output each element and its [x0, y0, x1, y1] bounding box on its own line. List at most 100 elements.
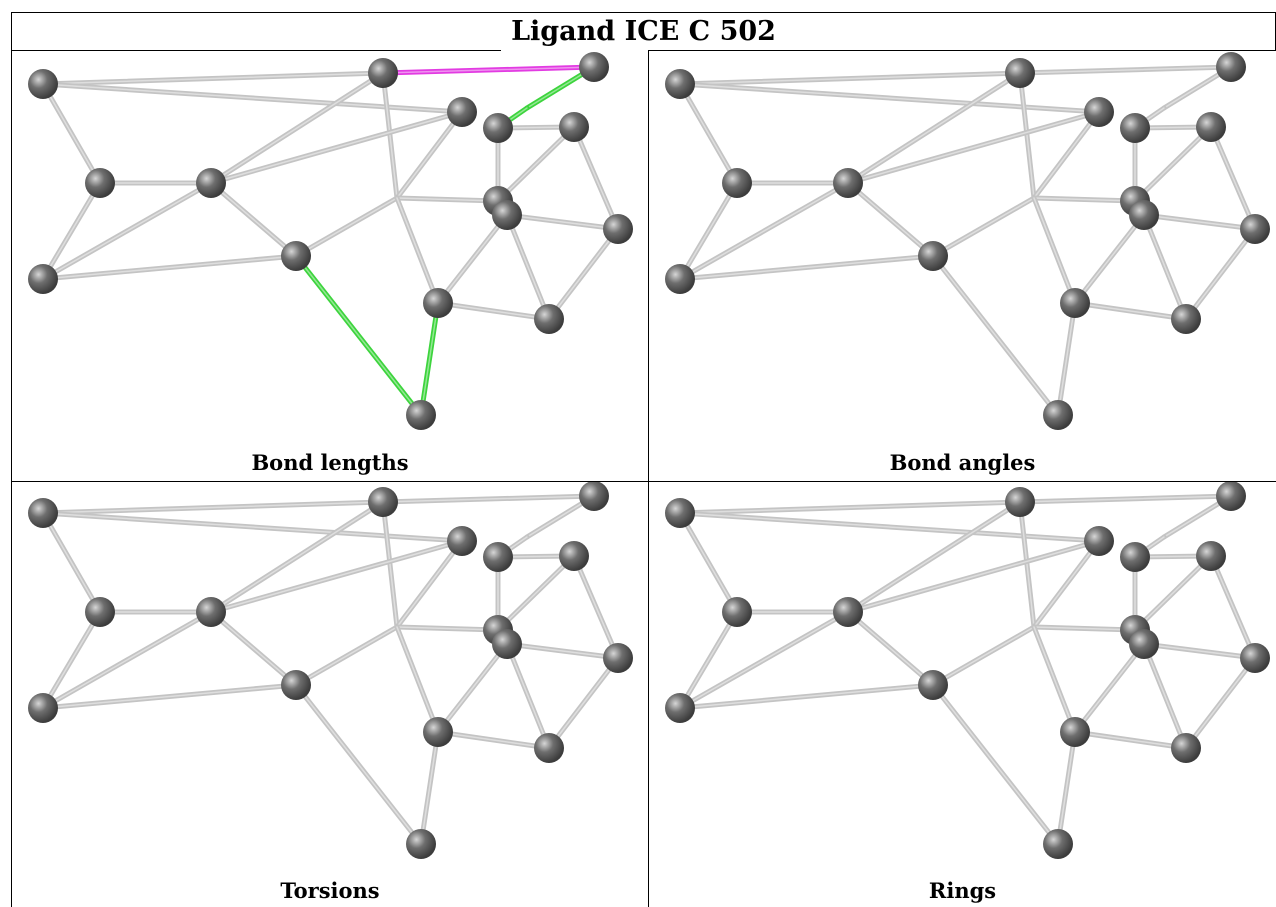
bond-shine	[679, 501, 1021, 514]
bond-shine	[382, 66, 595, 74]
title-underline-left	[11, 50, 501, 51]
atom-c	[1216, 52, 1246, 82]
atom-a	[28, 69, 58, 99]
bond-j-k	[504, 212, 621, 232]
bond-b-q	[380, 499, 400, 630]
bond-b-q	[1017, 70, 1037, 201]
bond-q-n	[394, 195, 441, 306]
bond-g-m	[40, 180, 103, 282]
bond-shine	[679, 512, 738, 613]
bond-a-d	[40, 510, 465, 544]
bond-l-q	[930, 624, 1037, 688]
bond-shine	[1019, 72, 1035, 199]
atom-l	[918, 241, 948, 271]
bond-b-q	[380, 70, 400, 201]
bond-f-i	[495, 553, 577, 633]
panel-caption: Bond angles	[889, 450, 1036, 475]
bond-g-m	[677, 609, 740, 711]
bond-shine	[42, 83, 463, 113]
bond-j-o	[504, 212, 552, 322]
bond-shine	[497, 126, 575, 202]
bond-shine	[1185, 228, 1256, 320]
bond-shine	[1074, 214, 1145, 304]
molecule-bond-angles	[665, 52, 1270, 430]
bond-shine	[1019, 501, 1035, 628]
atom-e	[483, 113, 513, 143]
bond-o-k	[1183, 655, 1258, 751]
bond-f-k	[571, 124, 621, 232]
atom-d	[447, 97, 477, 127]
bond-j-o	[1141, 212, 1189, 322]
atom-k	[1240, 214, 1270, 244]
panel-torsions: Torsions	[12, 482, 648, 907]
bond-shine	[506, 214, 619, 230]
bond-shine	[42, 512, 101, 613]
bond-a-d	[677, 81, 1102, 115]
bond-j-o	[504, 641, 552, 751]
atom-e	[1120, 113, 1150, 143]
bond-d-q	[1031, 109, 1102, 201]
bond-shine	[1210, 555, 1256, 659]
bond-l-p	[930, 253, 1061, 418]
bond-shine	[679, 182, 738, 280]
atom-k	[603, 643, 633, 673]
bond-f-k	[1208, 124, 1258, 232]
bond-shine	[506, 214, 550, 320]
atom-h	[196, 168, 226, 198]
atom-e	[483, 542, 513, 572]
bond-d-h	[845, 109, 1102, 186]
bond-shine	[437, 731, 550, 749]
atom-n	[423, 288, 453, 318]
bond-b-q	[1017, 499, 1037, 630]
bond-shine	[1143, 643, 1256, 659]
figure-frame: Ligand ICE C 502 Bond lengths Bond angle…	[11, 12, 1276, 907]
bond-shine	[1074, 302, 1187, 320]
panel-bond-angles: Bond angles	[649, 51, 1276, 481]
bond-shine	[437, 214, 508, 304]
atom-o	[534, 304, 564, 334]
bond-shine	[548, 657, 619, 749]
bond-shine	[1210, 126, 1256, 230]
atom-f	[1196, 112, 1226, 142]
bond-shine	[396, 626, 439, 733]
bond-b-c	[380, 493, 597, 505]
bond-shine	[679, 182, 849, 280]
bond-shine	[932, 197, 1035, 257]
bond-h-l	[208, 180, 299, 259]
bond-shine	[1019, 66, 1232, 74]
atom-m	[28, 264, 58, 294]
bond-shine	[210, 182, 297, 257]
bond-shine	[210, 611, 297, 686]
bond-b-h	[845, 70, 1023, 186]
bond-shine	[1033, 626, 1076, 733]
bond-shine	[1033, 111, 1100, 199]
bond-shine	[932, 626, 1035, 686]
bond-shine	[420, 302, 439, 416]
bond-shine	[679, 72, 1021, 85]
row-divider	[11, 481, 1276, 482]
atom-k	[603, 214, 633, 244]
bond-shine	[396, 626, 499, 631]
bond-shine	[437, 302, 550, 320]
bond-n-p	[1055, 729, 1078, 847]
bond-shine	[679, 684, 934, 709]
bond-a-g	[677, 81, 740, 186]
bond-shine	[548, 228, 619, 320]
bond-d-q	[394, 538, 465, 630]
atom-n	[1060, 717, 1090, 747]
bond-shine	[382, 495, 595, 503]
bond-j-k	[504, 641, 621, 661]
bond-f-i	[1132, 124, 1214, 204]
bond-shine	[1057, 302, 1076, 416]
title-underline-right	[648, 50, 1276, 51]
bond-h-m	[677, 180, 851, 282]
bond-f-k	[1208, 553, 1258, 661]
bond-j-k	[1141, 641, 1258, 661]
atom-d	[447, 526, 477, 556]
bond-shine	[1185, 657, 1256, 749]
panel-caption: Torsions	[280, 878, 380, 903]
atom-h	[833, 597, 863, 627]
bond-shine	[1134, 126, 1212, 202]
page-title: Ligand ICE C 502	[11, 12, 1276, 50]
bond-shine	[573, 126, 619, 230]
